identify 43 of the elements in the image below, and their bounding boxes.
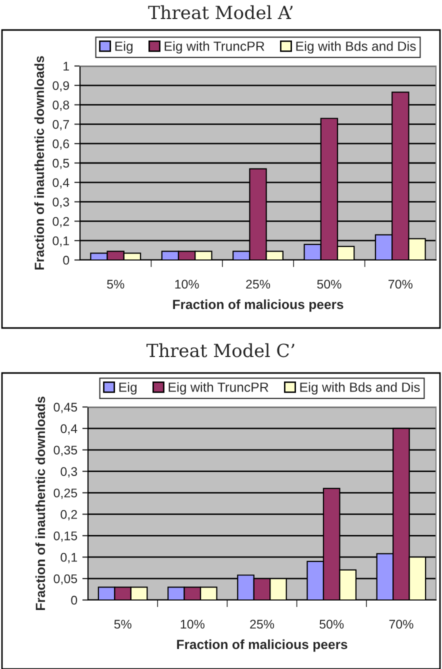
y-tick-label: 0,1 bbox=[52, 236, 69, 247]
y-tick-label: 0,3 bbox=[52, 198, 70, 208]
y-tick-label: 0,2 bbox=[60, 510, 77, 520]
chart-title: Threat Model C’ bbox=[146, 343, 294, 358]
y-tick-label: 0,7 bbox=[52, 120, 69, 130]
y-tick-label: 0,45 bbox=[54, 402, 78, 414]
y-tick-label: 0 bbox=[71, 596, 78, 605]
y-tick-label: 0,15 bbox=[54, 531, 78, 542]
x-tick-label: 25% bbox=[250, 620, 274, 629]
y-tick-label: 0,4 bbox=[60, 424, 78, 435]
x-tick-label: 5% bbox=[107, 280, 124, 289]
x-tick-label: 70% bbox=[389, 620, 414, 629]
legend-label: Eig with TruncPR bbox=[168, 382, 268, 395]
x-tick-label: 25% bbox=[246, 280, 270, 289]
y-tick-label: 0,9 bbox=[52, 81, 69, 92]
x-tick-label: 50% bbox=[320, 620, 344, 629]
y-axis-title: Fraction of inauthentic downloads bbox=[35, 396, 46, 610]
x-tick-label: 10% bbox=[180, 620, 204, 629]
x-tick-label: 10% bbox=[175, 280, 199, 289]
y-tick-label: 0,25 bbox=[54, 488, 78, 499]
legend-label: Eig bbox=[115, 41, 132, 54]
y-tick-label: 0,2 bbox=[52, 217, 69, 228]
x-tick-label: 50% bbox=[317, 280, 342, 289]
legend-label: Eig bbox=[119, 382, 136, 395]
y-tick-label: 0,8 bbox=[52, 100, 70, 111]
x-axis-title: Fraction of malicious peers bbox=[173, 299, 344, 312]
legend-label: Eig with Bds and Dis bbox=[296, 41, 416, 54]
y-tick-label: 0,3 bbox=[60, 467, 78, 478]
y-tick-label: 0,5 bbox=[52, 158, 70, 170]
y-tick-label: 0,4 bbox=[52, 178, 70, 189]
y-tick-label: 1 bbox=[64, 62, 69, 71]
x-tick-label: 70% bbox=[388, 280, 412, 289]
y-tick-label: 0 bbox=[63, 256, 70, 265]
y-tick-label: 0,6 bbox=[52, 139, 70, 150]
y-axis-title: Fraction of inauthentic downloads bbox=[34, 56, 44, 270]
y-tick-label: 0,35 bbox=[54, 446, 78, 456]
y-tick-label: 0,05 bbox=[54, 574, 78, 585]
x-axis-title: Fraction of malicious peers bbox=[177, 639, 348, 652]
x-tick-label: 5% bbox=[114, 620, 132, 629]
chart-title: Threat Model A’ bbox=[148, 5, 293, 20]
y-tick-label: 0,1 bbox=[60, 552, 77, 564]
legend-label: Eig with Bds and Dis bbox=[300, 382, 420, 395]
legend-label: Eig with TruncPR bbox=[164, 41, 264, 54]
